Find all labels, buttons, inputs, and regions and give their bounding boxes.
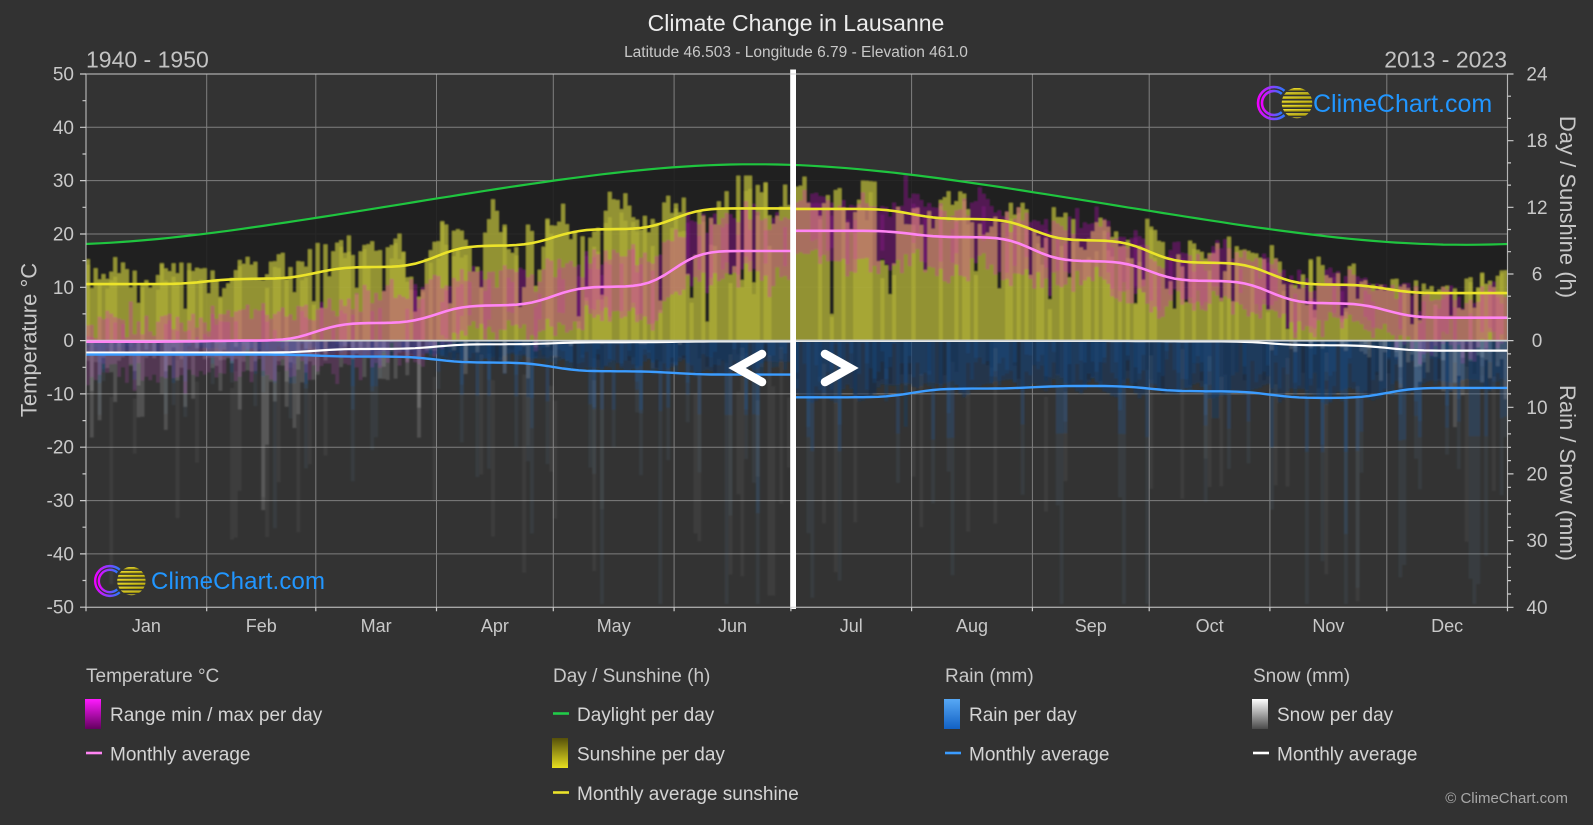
svg-text:Range min / max per day: Range min / max per day (110, 705, 323, 726)
svg-text:-20: -20 (47, 438, 74, 459)
svg-text:Day / Sunshine (h): Day / Sunshine (h) (553, 666, 710, 687)
svg-text:Feb: Feb (246, 616, 277, 636)
svg-text:Monthly average sunshine: Monthly average sunshine (577, 784, 799, 805)
svg-text:18: 18 (1526, 131, 1547, 152)
svg-text:12: 12 (1526, 198, 1547, 219)
svg-text:20: 20 (1526, 464, 1547, 485)
svg-text:May: May (597, 616, 631, 636)
svg-text:24: 24 (1526, 65, 1548, 86)
svg-text:40: 40 (53, 118, 74, 139)
svg-text:-50: -50 (47, 598, 74, 619)
svg-text:Temperature °C: Temperature °C (86, 666, 219, 687)
svg-text:Monthly average: Monthly average (1277, 745, 1417, 766)
svg-text:Rain per day: Rain per day (969, 705, 1077, 726)
svg-text:Day / Sunshine (h): Day / Sunshine (h) (1555, 116, 1580, 298)
svg-text:Climate Change in Lausanne: Climate Change in Lausanne (648, 10, 945, 36)
svg-text:0: 0 (1532, 331, 1543, 352)
svg-text:Daylight per day: Daylight per day (577, 705, 715, 726)
svg-text:Rain / Snow (mm): Rain / Snow (mm) (1555, 385, 1580, 561)
svg-text:Monthly average: Monthly average (969, 745, 1109, 766)
svg-text:Snow per day: Snow per day (1277, 705, 1394, 726)
svg-text:Oct: Oct (1196, 616, 1224, 636)
svg-text:2013 - 2023: 2013 - 2023 (1384, 47, 1507, 73)
svg-text:30: 30 (53, 171, 74, 192)
svg-text:Mar: Mar (361, 616, 392, 636)
svg-text:Aug: Aug (956, 616, 988, 636)
svg-text:Nov: Nov (1312, 616, 1344, 636)
svg-text:Rain (mm): Rain (mm) (945, 666, 1034, 687)
svg-text:ClimeChart.com: ClimeChart.com (1313, 90, 1492, 118)
svg-text:Jun: Jun (718, 616, 747, 636)
svg-text:-30: -30 (47, 491, 74, 512)
svg-text:Temperature °C: Temperature °C (17, 263, 42, 417)
svg-text:Apr: Apr (481, 616, 509, 636)
svg-text:Snow (mm): Snow (mm) (1253, 666, 1350, 687)
svg-text:Sunshine per day: Sunshine per day (577, 745, 725, 766)
svg-text:0: 0 (63, 331, 74, 352)
svg-text:Latitude 46.503 - Longitude 6.: Latitude 46.503 - Longitude 6.79 - Eleva… (624, 44, 968, 61)
svg-text:ClimeChart.com: ClimeChart.com (151, 568, 325, 595)
svg-text:10: 10 (53, 278, 74, 299)
svg-text:Jan: Jan (132, 616, 161, 636)
svg-text:30: 30 (1526, 531, 1547, 552)
svg-text:Monthly average: Monthly average (110, 745, 250, 766)
svg-text:50: 50 (53, 65, 74, 86)
svg-text:Sep: Sep (1075, 616, 1107, 636)
svg-text:-40: -40 (47, 544, 74, 565)
svg-text:20: 20 (53, 225, 74, 246)
svg-text:Dec: Dec (1431, 616, 1463, 636)
svg-text:6: 6 (1532, 265, 1543, 286)
svg-text:10: 10 (1526, 398, 1547, 419)
svg-text:1940 - 1950: 1940 - 1950 (86, 47, 209, 73)
svg-text:-10: -10 (47, 384, 74, 405)
svg-text:© ClimeChart.com: © ClimeChart.com (1445, 790, 1568, 807)
svg-text:Jul: Jul (840, 616, 863, 636)
svg-text:40: 40 (1526, 598, 1547, 619)
